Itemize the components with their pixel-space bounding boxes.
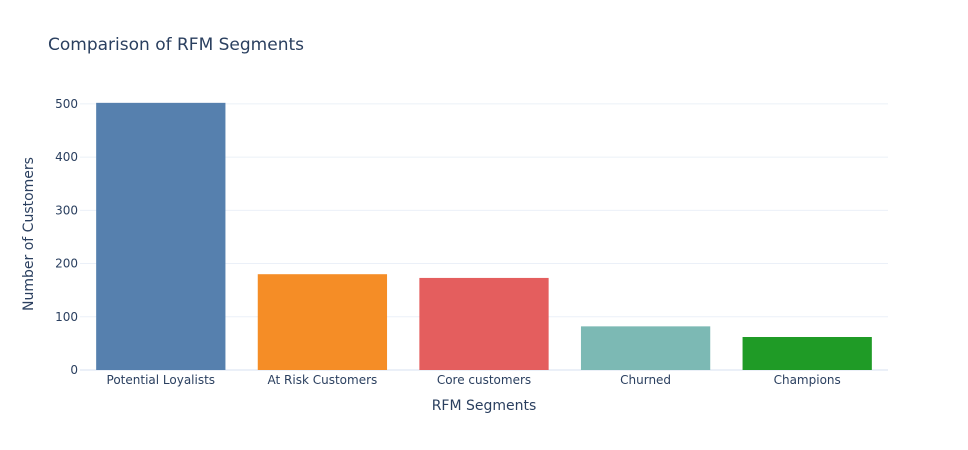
x-tick-label: Champions — [774, 373, 841, 387]
y-tick-label: 100 — [55, 310, 78, 324]
bar-potential-loyalists[interactable] — [96, 102, 226, 370]
chart-title: Comparison of RFM Segments — [48, 35, 304, 55]
bar-churned[interactable] — [580, 326, 711, 370]
bar-at-risk-customers[interactable] — [257, 274, 388, 370]
x-axis-title: RFM Segments — [432, 398, 537, 414]
x-tick-labels: Potential Loyalists At Risk Customers Core… — [107, 373, 841, 387]
y-axis-title: Number of Customers — [21, 157, 37, 311]
y-tick-label: 400 — [55, 150, 78, 164]
bars — [96, 102, 872, 370]
y-tick-label: 500 — [55, 97, 78, 111]
y-tick-labels: 0 100 200 300 400 500 — [55, 97, 78, 377]
x-tick-label: Core customers — [437, 373, 531, 387]
x-tick-label: At Risk Customers — [268, 373, 378, 387]
y-tick-label: 200 — [55, 257, 78, 271]
bar-core-customers[interactable] — [419, 277, 549, 370]
x-tick-label: Churned — [620, 373, 671, 387]
y-tick-label: 300 — [55, 203, 78, 217]
y-tick-label: 0 — [70, 363, 78, 377]
x-tick-label: Potential Loyalists — [107, 373, 216, 387]
bar-champions[interactable] — [742, 337, 872, 370]
